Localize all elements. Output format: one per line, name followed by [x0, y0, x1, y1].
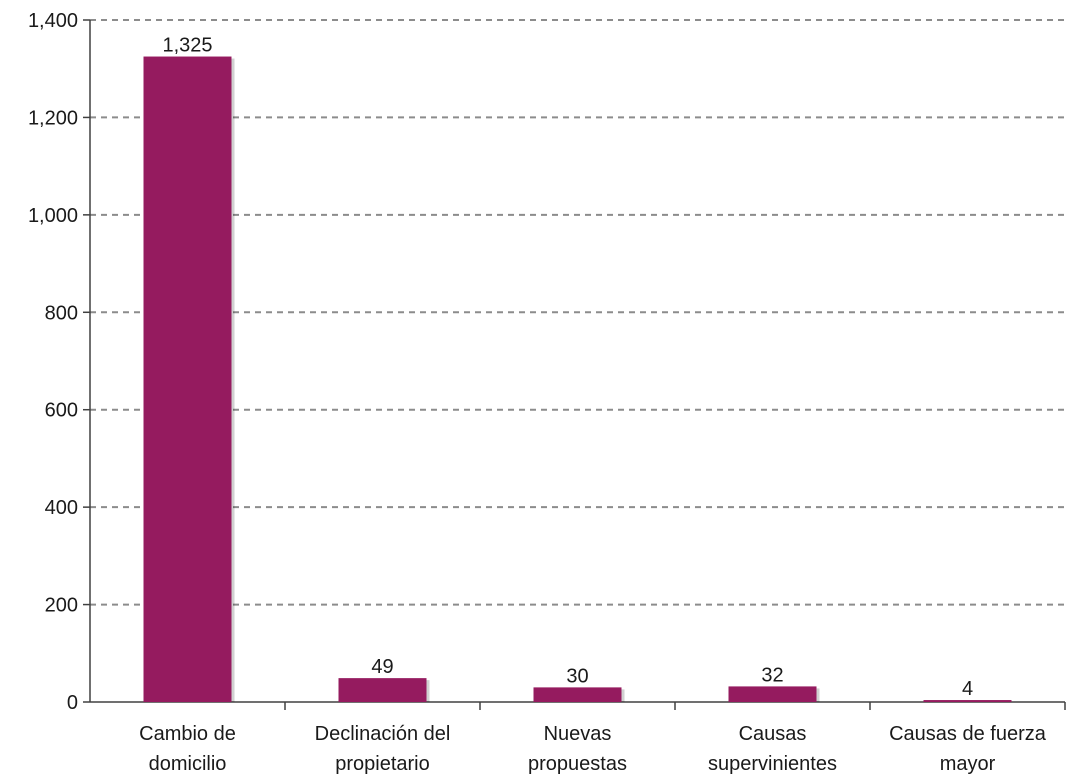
bar [143, 56, 232, 703]
data-label: 4 [962, 678, 973, 700]
y-tick-label: 1,000 [28, 205, 78, 227]
bar [923, 700, 1012, 702]
y-tick-label: 0 [67, 692, 78, 714]
y-tick-label: 1,200 [28, 107, 78, 129]
y-tick-label: 200 [45, 595, 78, 617]
category-label: Causas de fuerza [889, 723, 1047, 745]
category-label: domicilio [149, 753, 227, 775]
category-label: Cambio de [139, 723, 236, 745]
y-tick-label: 1,400 [28, 10, 78, 32]
bar [338, 678, 427, 702]
category-label: Nuevas [544, 723, 612, 745]
category-labels: Cambio de domicilio Declinación del propiet… [139, 723, 1047, 775]
data-label: 32 [761, 664, 783, 686]
category-label: Causas [739, 723, 807, 745]
bar [728, 686, 817, 702]
category-label: propietario [335, 753, 430, 775]
y-tick-labels: 0 200 400 600 800 1,000 1,200 1,400 [28, 10, 78, 714]
data-labels: 1,325 49 30 32 4 [162, 35, 973, 701]
bars [143, 56, 1012, 703]
y-tick-label: 400 [45, 497, 78, 519]
bar [533, 687, 622, 702]
category-label: mayor [940, 753, 996, 775]
data-label: 1,325 [162, 35, 212, 57]
data-label: 30 [566, 665, 588, 687]
category-label: propuestas [528, 753, 627, 775]
y-tick-label: 600 [45, 400, 78, 422]
data-label: 49 [371, 656, 393, 678]
category-label: supervinientes [708, 753, 837, 775]
category-label: Declinación del [315, 723, 451, 745]
gridlines [90, 19, 1065, 606]
y-tick-label: 800 [45, 302, 78, 324]
